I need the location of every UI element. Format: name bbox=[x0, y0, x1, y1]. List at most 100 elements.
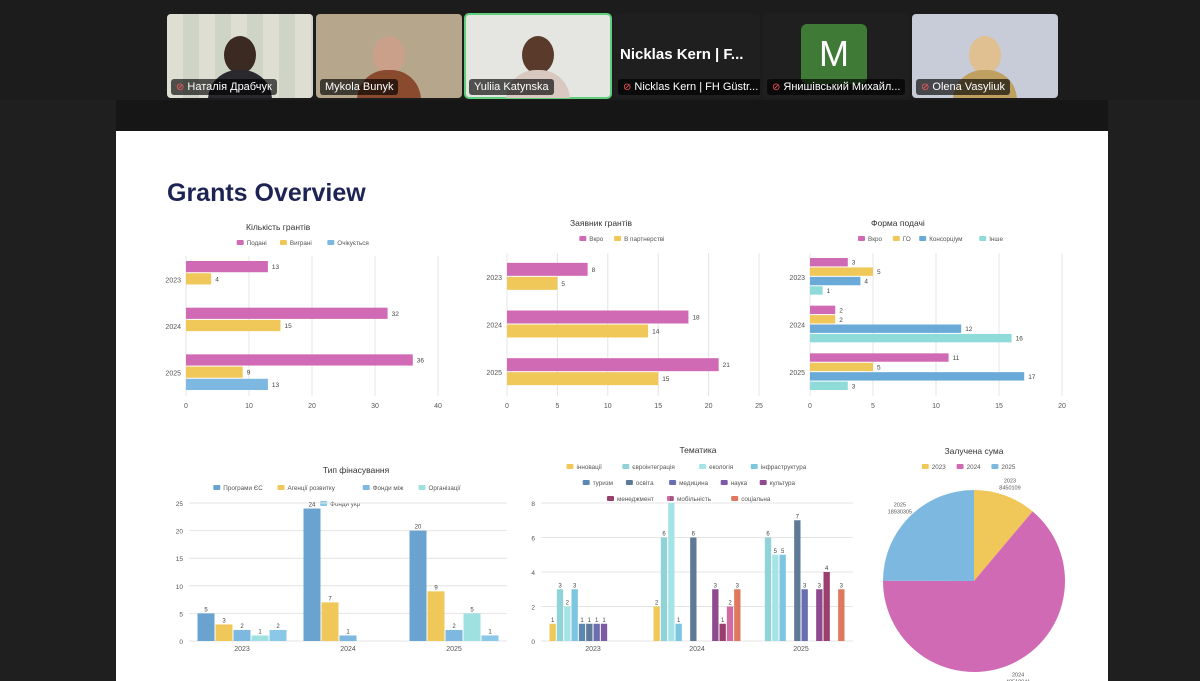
data-label: 3 bbox=[803, 583, 807, 589]
bar bbox=[712, 589, 719, 641]
data-label: 12 bbox=[965, 326, 973, 333]
bar bbox=[810, 305, 836, 315]
data-label: 5 bbox=[781, 549, 785, 555]
pie-label: 2024 bbox=[1012, 672, 1024, 678]
avatar: M bbox=[801, 24, 867, 84]
bar bbox=[726, 606, 734, 641]
legend-swatch bbox=[667, 496, 674, 501]
bar bbox=[215, 624, 233, 641]
participant-display-name: Nicklas Kern | F... bbox=[620, 46, 744, 63]
bar bbox=[794, 520, 801, 641]
data-label: 32 bbox=[392, 311, 400, 318]
data-label: 36 bbox=[417, 357, 425, 364]
chart-title: Тип фінасування bbox=[323, 465, 390, 475]
bar bbox=[593, 623, 600, 641]
bar bbox=[186, 319, 281, 332]
bar bbox=[810, 258, 848, 267]
legend-label: Вкро bbox=[868, 236, 882, 243]
x-tick-label: 0 bbox=[808, 403, 812, 410]
legend-label: Фонди укр bbox=[330, 501, 361, 508]
data-label: 9 bbox=[434, 585, 438, 591]
bar bbox=[586, 623, 593, 641]
bar bbox=[810, 381, 848, 390]
legend-swatch bbox=[956, 464, 964, 469]
participant-tile-0[interactable]: ⊘ Наталія Драбчук bbox=[167, 14, 313, 98]
data-label: 16 bbox=[1016, 336, 1024, 343]
data-label: 1 bbox=[827, 288, 831, 295]
pie-label: 2023 bbox=[1004, 478, 1016, 484]
bar bbox=[409, 530, 427, 641]
bar bbox=[507, 262, 588, 276]
y-tick-label: 2023 bbox=[165, 277, 181, 284]
pie-label: 2025 bbox=[894, 503, 906, 509]
x-tick-label: 20 bbox=[705, 403, 713, 410]
y-tick-label: 2024 bbox=[789, 323, 805, 330]
bar bbox=[269, 629, 287, 641]
bar bbox=[507, 358, 719, 372]
participant-tile-5[interactable]: ⊘ Olena Vasyliuk bbox=[912, 14, 1058, 98]
bar bbox=[690, 537, 697, 641]
bar bbox=[186, 261, 268, 273]
legend-swatch bbox=[699, 464, 707, 469]
data-label: 3 bbox=[714, 583, 718, 589]
legend-label: Вкро bbox=[589, 236, 603, 243]
x-tick-label: 20 bbox=[1058, 403, 1066, 410]
data-label: 1 bbox=[677, 618, 681, 624]
legend-label: 2025 bbox=[1001, 464, 1016, 471]
participant-tile-4[interactable]: M ⊘ Янишівський Михайл... bbox=[763, 14, 909, 98]
x-tick-label: 5 bbox=[555, 403, 559, 410]
data-label: 6 bbox=[662, 532, 666, 538]
bar bbox=[427, 591, 445, 641]
pie-slice bbox=[883, 490, 974, 581]
data-label: 3 bbox=[736, 583, 740, 589]
y-tick-label: 8 bbox=[531, 501, 535, 508]
y-tick-label: 0 bbox=[531, 639, 535, 646]
participant-name: ⊘ Наталія Драбчук bbox=[171, 79, 277, 95]
data-label: 2 bbox=[839, 317, 843, 324]
legend-label: менеджмент bbox=[617, 496, 654, 503]
bar bbox=[507, 324, 649, 338]
bar bbox=[816, 589, 823, 641]
pie-label: 48518041 bbox=[1006, 679, 1030, 681]
legend-swatch bbox=[236, 240, 244, 245]
bar bbox=[810, 286, 823, 295]
bar bbox=[186, 378, 268, 390]
x-tick-label: 5 bbox=[871, 403, 875, 410]
bar bbox=[445, 629, 463, 641]
participant-tile-2[interactable]: Yuliia Katynska bbox=[464, 13, 612, 99]
x-tick-label: 2025 bbox=[793, 646, 809, 653]
participant-tile-3[interactable]: Nicklas Kern | F... ⊘ Nicklas Kern | FH G… bbox=[614, 14, 760, 98]
bar bbox=[507, 276, 558, 290]
y-tick-label: 2025 bbox=[165, 371, 181, 378]
data-label: 5 bbox=[877, 364, 881, 371]
data-label: 11 bbox=[953, 355, 960, 362]
legend-label: Інше bbox=[989, 236, 1003, 243]
y-tick-label: 6 bbox=[531, 536, 535, 543]
data-label: 6 bbox=[766, 532, 770, 538]
x-tick-label: 10 bbox=[245, 403, 253, 410]
legend-label: Виграні bbox=[290, 239, 312, 247]
participant-tile-1[interactable]: Mykola Bunyk bbox=[316, 14, 462, 98]
legend-label: освіта bbox=[636, 479, 654, 487]
bar bbox=[564, 606, 571, 641]
data-label: 8 bbox=[592, 267, 596, 274]
bar bbox=[321, 602, 339, 641]
pie-slice bbox=[974, 490, 1033, 581]
legend-label: інновації bbox=[577, 463, 603, 471]
legend-label: туризм bbox=[593, 480, 613, 487]
slide-title: Grants Overview bbox=[167, 179, 366, 207]
data-label: 2 bbox=[240, 624, 244, 630]
y-tick-label: 2025 bbox=[789, 370, 805, 377]
data-label: 2 bbox=[276, 624, 280, 630]
legend-label: Подані bbox=[247, 239, 267, 247]
data-label: 4 bbox=[825, 566, 829, 572]
legend-swatch bbox=[213, 485, 221, 490]
data-label: 5 bbox=[877, 269, 881, 276]
bar bbox=[653, 606, 660, 641]
data-label: 5 bbox=[561, 281, 565, 288]
chart-title: Залучена сума bbox=[945, 446, 1004, 456]
data-label: 20 bbox=[415, 525, 422, 531]
bar bbox=[186, 307, 388, 319]
chart-title: Заявник грантів bbox=[570, 218, 633, 228]
data-label: 7 bbox=[796, 514, 800, 520]
